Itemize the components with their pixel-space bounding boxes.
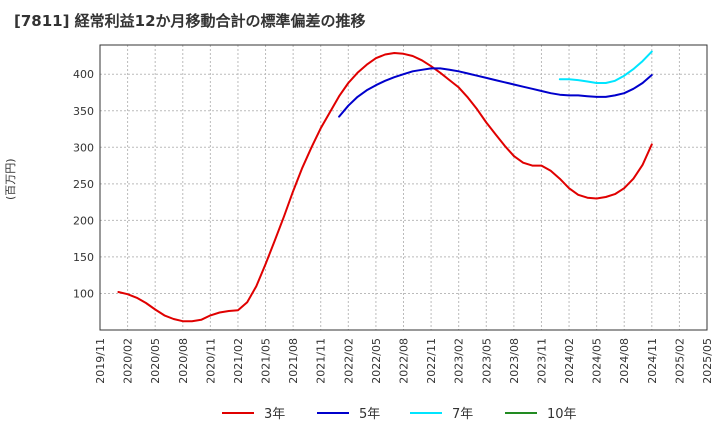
x-tick-label: 2025/02 [673,338,686,384]
chart-title: [7811] 経常利益12か月移動合計の標準偏差の推移 [14,12,366,30]
y-tick-label: 100 [73,287,94,300]
y-tick-label: 350 [73,105,94,118]
x-tick-label: 2021/02 [232,338,245,384]
x-tick-label: 2022/05 [370,338,383,384]
x-tick-label: 2020/05 [149,338,162,384]
y-tick-label: 150 [73,251,94,264]
x-tick-label: 2021/11 [315,338,328,384]
series-line-0 [117,52,653,323]
y-tick-label: 200 [73,214,94,227]
x-tick-label: 2025/05 [701,338,714,384]
series-layer [117,50,653,323]
x-tick-label: 2022/08 [398,338,411,384]
axis-layer: 2019/11 2020/02 2020/05 2020/08 2020/11 2021/… [73,44,714,384]
x-tick-label: 2020/02 [122,338,135,384]
x-tick-label: 2022/11 [425,338,438,384]
grid-layer [99,45,708,330]
x-tick-label: 2024/05 [591,338,604,384]
x-tick-label: 2023/02 [453,338,466,384]
legend-label-0: 3年 [264,407,285,422]
x-tick-label: 2019/11 [94,338,107,384]
x-tick-label: 2023/08 [508,338,521,384]
legend-label-2: 7年 [452,407,473,422]
x-tick-label: 2024/02 [563,338,576,384]
x-tick-label: 2023/11 [535,338,548,384]
series-line-2 [558,50,653,84]
x-tick-label: 2021/05 [260,338,273,384]
legend-layer: 3年 5年 7年 10年 [222,407,577,422]
y-tick-label: 300 [73,141,94,154]
y-tick-label: 400 [73,68,94,81]
x-tick-label: 2022/02 [342,338,355,384]
x-tick-label: 2020/11 [204,338,217,384]
legend-label-3: 10年 [547,407,577,422]
x-tick-label: 2023/05 [480,338,493,384]
legend-label-1: 5年 [359,407,380,422]
y-tick-label: 250 [73,178,94,191]
x-tick-label: 2024/08 [618,338,631,384]
x-tick-label: 2021/08 [287,338,300,384]
x-tick-label: 2020/08 [177,338,190,384]
plot-frame [99,44,708,331]
series-line-1 [338,67,653,118]
x-tick-label: 2024/11 [646,338,659,384]
